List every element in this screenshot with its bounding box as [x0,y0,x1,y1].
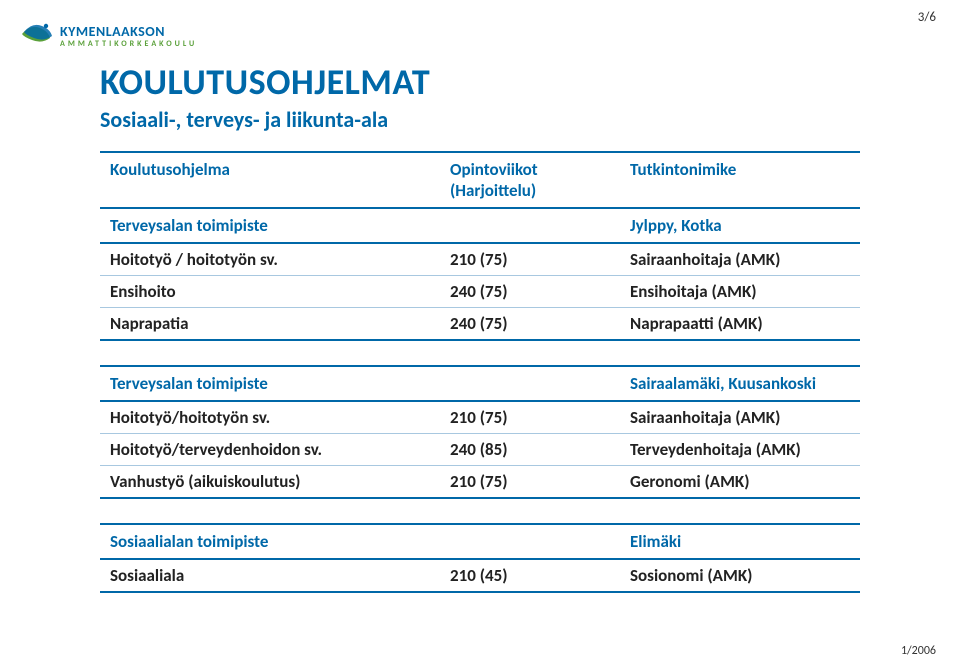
cell-program: Sosiaaliala [100,559,440,592]
cell-degree: Terveydenhoitaja (AMK) [620,434,860,466]
page-subtitle: Sosiaali-, terveys- ja liikunta-ala [100,106,900,133]
cell-credits: 240 (75) [440,308,620,341]
table-row: Vanhustyö (aikuiskoulutus) 210 (75) Gero… [100,466,860,499]
section-location: Sairaalamäki, Kuusankoski [620,366,860,401]
cell-degree: Geronomi (AMK) [620,466,860,499]
page-title: KOULUTUSOHJELMAT [100,60,900,104]
cell-program: Ensihoito [100,276,440,308]
logo-icon [18,16,54,57]
table-row: Naprapatia 240 (75) Naprapaatti (AMK) [100,308,860,341]
cell-credits: 240 (85) [440,434,620,466]
cell-program: Vanhustyö (aikuiskoulutus) [100,466,440,499]
cell-degree: Ensihoitaja (AMK) [620,276,860,308]
cell-degree: Naprapaatti (AMK) [620,308,860,341]
table-section-row: Terveysalan toimipiste Sairaalamäki, Kuu… [100,366,860,401]
cell-program: Hoitotyö / hoitotyön sv. [100,243,440,276]
cell-degree: Sairaanhoitaja (AMK) [620,243,860,276]
section-label: Sosiaalialan toimipiste [100,524,440,559]
table-section-row: Sosiaalialan toimipiste Elimäki [100,524,860,559]
cell-degree: Sosionomi (AMK) [620,559,860,592]
cell-credits: 210 (75) [440,466,620,499]
footer-date: 1/2006 [901,644,936,658]
table-row: Hoitotyö / hoitotyön sv. 210 (75) Sairaa… [100,243,860,276]
cell-degree: Sairaanhoitaja (AMK) [620,401,860,434]
cell-credits: 240 (75) [440,276,620,308]
th-program: Koulutusohjelma [100,152,440,208]
th-credits: Opintoviikot(Harjoittelu) [440,152,620,208]
section-location: Elimäki [620,524,860,559]
table-row: Ensihoito 240 (75) Ensihoitaja (AMK) [100,276,860,308]
programs-table-3: Sosiaalialan toimipiste Elimäki Sosiaali… [100,523,860,593]
table-row: Hoitotyö/terveydenhoidon sv. 240 (85) Te… [100,434,860,466]
cell-program: Hoitotyö/terveydenhoidon sv. [100,434,440,466]
page-number: 3/6 [918,10,936,25]
logo: KYMENLAAKSON AMMATTIKORKEAKOULU [18,16,197,57]
th-degree: Tutkintonimike [620,152,860,208]
section-label: Terveysalan toimipiste [100,366,440,401]
main-content: KOULUTUSOHJELMAT Sosiaali-, terveys- ja … [100,60,900,617]
table-row: Hoitotyö/hoitotyön sv. 210 (75) Sairaanh… [100,401,860,434]
logo-line1: KYMENLAAKSON [60,25,197,40]
section-label: Terveysalan toimipiste [100,208,440,243]
logo-line2: AMMATTIKORKEAKOULU [60,40,197,48]
programs-table-2: Terveysalan toimipiste Sairaalamäki, Kuu… [100,365,860,499]
cell-credits: 210 (45) [440,559,620,592]
section-location: Jylppy, Kotka [620,208,860,243]
programs-table-1: Koulutusohjelma Opintoviikot(Harjoittelu… [100,151,860,341]
table-row: Sosiaaliala 210 (45) Sosionomi (AMK) [100,559,860,592]
table-section-row: Terveysalan toimipiste Jylppy, Kotka [100,208,860,243]
cell-credits: 210 (75) [440,401,620,434]
cell-program: Hoitotyö/hoitotyön sv. [100,401,440,434]
cell-program: Naprapatia [100,308,440,341]
cell-credits: 210 (75) [440,243,620,276]
